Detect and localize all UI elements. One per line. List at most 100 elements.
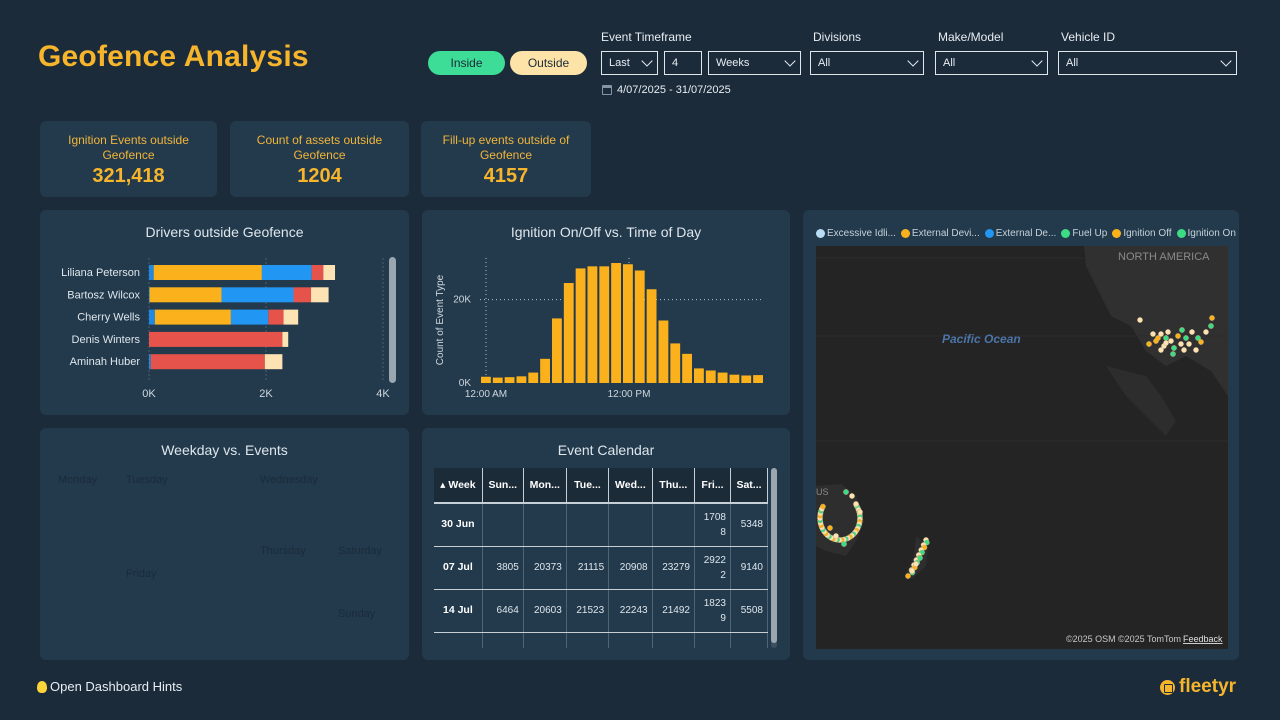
driver-bar-segment[interactable] <box>149 354 151 370</box>
event-point[interactable] <box>843 489 849 495</box>
ignition-column[interactable] <box>587 266 598 383</box>
legend-item[interactable]: External De... <box>984 228 1056 239</box>
event-point[interactable] <box>1178 341 1184 347</box>
event-point[interactable] <box>1183 335 1189 341</box>
ignition-column[interactable] <box>658 320 669 384</box>
event-point[interactable] <box>1150 331 1156 337</box>
driver-bar-segment[interactable] <box>154 309 231 325</box>
ignition-column[interactable] <box>623 264 633 383</box>
event-point[interactable] <box>1195 335 1201 341</box>
event-point[interactable] <box>1170 351 1176 357</box>
event-point[interactable] <box>1209 315 1215 321</box>
map-event-points[interactable] <box>817 315 1215 579</box>
driver-bar-segment[interactable] <box>221 287 294 303</box>
treemap-cell-saturday[interactable]: Saturday <box>332 538 398 601</box>
ignition-column[interactable] <box>634 270 645 384</box>
driver-bar-segment[interactable] <box>282 331 289 347</box>
driver-bar-segment[interactable] <box>230 309 269 325</box>
event-point[interactable] <box>1193 347 1199 353</box>
driver-bar-segment[interactable] <box>323 265 336 280</box>
ignition-column[interactable] <box>705 370 716 384</box>
event-point[interactable] <box>1163 340 1169 346</box>
event-point[interactable] <box>1158 347 1164 353</box>
event-point[interactable] <box>1168 338 1174 344</box>
calendar-header-day[interactable]: Thu... <box>652 468 696 504</box>
legend-item[interactable]: External Devi... <box>900 228 980 239</box>
ignition-column[interactable] <box>741 375 752 384</box>
timeframe-mode-select[interactable]: Last <box>601 51 658 75</box>
legend-item[interactable]: Fuel Up <box>1061 228 1107 239</box>
driver-bar-segment[interactable] <box>150 354 265 370</box>
legend-item[interactable]: Ignition On <box>1176 228 1236 239</box>
ignition-column[interactable] <box>481 376 491 383</box>
driver-bar-segment[interactable] <box>149 309 155 325</box>
event-point[interactable] <box>905 573 911 579</box>
ignition-column[interactable] <box>516 376 527 383</box>
treemap-cell-sunday[interactable]: Sunday <box>332 601 398 650</box>
drivers-scrollbar-thumb[interactable] <box>389 257 396 383</box>
event-point[interactable] <box>1163 335 1169 341</box>
ignition-column[interactable] <box>694 368 704 383</box>
ignition-column[interactable] <box>646 289 657 383</box>
ignition-column[interactable] <box>611 263 621 383</box>
ignition-column[interactable] <box>492 377 503 383</box>
outside-toggle-button[interactable]: Outside <box>510 51 587 75</box>
feedback-link[interactable]: Feedback <box>1183 634 1223 644</box>
make-model-select[interactable]: All <box>935 51 1048 75</box>
driver-bar-segment[interactable] <box>149 265 154 280</box>
driver-bar-segment[interactable] <box>149 287 222 303</box>
ignition-column[interactable] <box>599 266 610 383</box>
event-point[interactable] <box>833 533 839 539</box>
event-point[interactable] <box>1158 331 1164 337</box>
timeframe-unit-select[interactable]: Weeks <box>708 51 801 75</box>
ignition-column[interactable] <box>528 372 539 383</box>
dashboard-hints-link[interactable]: Open Dashboard Hints <box>37 679 182 694</box>
driver-bar-segment[interactable] <box>293 287 312 303</box>
calendar-row[interactable]: 21 Jul46732144820716938933 <box>434 632 768 648</box>
calendar-header-day[interactable]: Wed... <box>608 468 653 504</box>
vehicle-id-select[interactable]: All <box>1058 51 1237 75</box>
event-point[interactable] <box>1181 347 1187 353</box>
driver-bar-segment[interactable] <box>268 309 284 325</box>
event-point[interactable] <box>1165 329 1171 335</box>
event-point[interactable] <box>1179 327 1185 333</box>
calendar-header-day[interactable]: Fri... <box>694 468 731 504</box>
ignition-column[interactable] <box>504 377 515 383</box>
event-point[interactable] <box>1203 329 1209 335</box>
driver-bar-segment[interactable] <box>311 265 324 280</box>
legend-item[interactable]: Excessive Idli... <box>816 228 896 239</box>
calendar-header-day[interactable]: Sun... <box>482 468 524 504</box>
event-point[interactable] <box>1208 323 1214 329</box>
event-point[interactable] <box>849 493 855 499</box>
driver-bar-segment[interactable] <box>261 265 312 280</box>
event-point[interactable] <box>913 561 919 567</box>
event-point[interactable] <box>1198 339 1204 345</box>
calendar-header-day[interactable]: Sat... <box>730 468 768 504</box>
event-point[interactable] <box>917 555 923 561</box>
calendar-header-day[interactable]: Tue... <box>566 468 610 504</box>
timeframe-count-input[interactable]: 4 <box>664 51 702 75</box>
calendar-row[interactable]: 14 Jul 6464 20603 21523 22243 21492 1823 9 5508 <box>434 589 768 633</box>
event-point[interactable] <box>1186 341 1192 347</box>
ignition-column[interactable] <box>670 343 681 383</box>
treemap-cell-tuesday[interactable]: Tuesday <box>120 467 254 561</box>
event-point[interactable] <box>1171 345 1177 351</box>
event-point[interactable] <box>857 509 863 515</box>
event-point[interactable] <box>1175 333 1181 339</box>
treemap-cell-friday[interactable]: Friday <box>120 561 254 650</box>
driver-bar-segment[interactable] <box>149 331 283 347</box>
driver-bar-segment[interactable] <box>149 287 150 303</box>
calendar-header-week[interactable]: ▴ Week <box>434 468 483 504</box>
driver-bar-segment[interactable] <box>264 354 283 370</box>
divisions-select[interactable]: All <box>810 51 924 75</box>
ignition-column[interactable] <box>729 374 740 383</box>
legend-item[interactable]: Ignition Off <box>1112 228 1172 239</box>
map-canvas[interactable]: NORTH AMERICA Pacific Ocean US ©2025 OSM… <box>816 246 1228 649</box>
ignition-column[interactable] <box>717 372 728 383</box>
ignition-column[interactable] <box>552 318 562 383</box>
driver-bar-segment[interactable] <box>153 265 262 280</box>
inside-toggle-button[interactable]: Inside <box>428 51 505 75</box>
calendar-scrollbar-thumb[interactable] <box>771 468 777 643</box>
event-point[interactable] <box>1155 335 1161 341</box>
ignition-column[interactable] <box>753 375 763 383</box>
